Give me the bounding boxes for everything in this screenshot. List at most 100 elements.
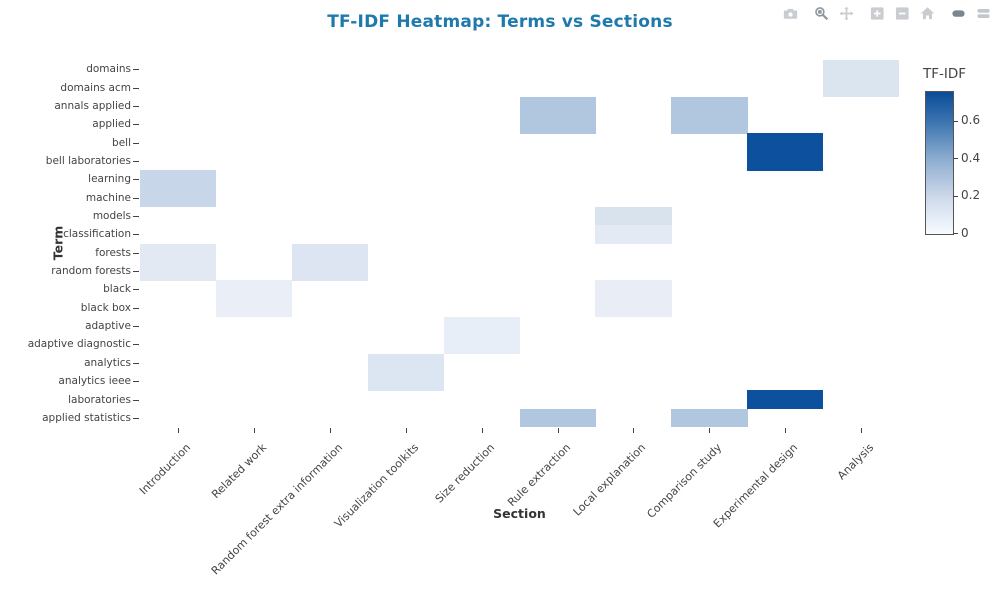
modebar-group — [781, 4, 799, 22]
y-tick-label: machine — [85, 191, 131, 204]
colorbar-tick-mark — [953, 195, 958, 197]
modebar-pan-button[interactable] — [837, 4, 855, 22]
x-tick-mark — [405, 428, 407, 433]
chart-title: TF-IDF Heatmap: Terms vs Sections — [327, 12, 673, 32]
heatmap-cell[interactable] — [595, 206, 672, 226]
y-tick-label: domains — [86, 63, 131, 76]
x-tick-mark — [633, 428, 635, 433]
y-tick-mark — [133, 69, 139, 71]
y-tick-mark — [133, 271, 139, 272]
heatmap-cell[interactable] — [671, 408, 748, 428]
modebar-group — [949, 4, 992, 22]
heatmap-cell[interactable] — [367, 371, 444, 391]
modebar-plotly-logo-mark-button[interactable] — [949, 4, 967, 22]
modebar-home-button[interactable] — [918, 4, 936, 22]
y-tick-mark — [133, 399, 139, 401]
y-tick-label: domains acm — [60, 81, 131, 94]
y-tick-label: adaptive — [85, 320, 131, 333]
colorbar-tick-mark — [953, 158, 958, 160]
heatmap-cell[interactable] — [671, 96, 748, 116]
heatmap-cell[interactable] — [215, 280, 293, 299]
y-tick-label: learning — [88, 173, 131, 186]
heatmap-cell[interactable] — [443, 316, 520, 336]
modebar — [768, 4, 992, 22]
y-tick-mark — [133, 362, 139, 364]
pan-icon — [838, 5, 854, 21]
colorbar-gradient — [925, 91, 954, 235]
camera-icon — [783, 8, 797, 19]
modebar-zoom-out-button[interactable] — [893, 4, 911, 22]
heatmap-cell[interactable] — [140, 188, 217, 208]
heatmap-cell[interactable] — [823, 60, 900, 79]
y-tick-mark — [133, 307, 139, 309]
heatmap-cell[interactable] — [519, 115, 596, 134]
heatmap-cell[interactable] — [291, 261, 369, 281]
colorbar-tick-mark — [953, 120, 958, 122]
colorbar-tick-label: 0 — [961, 225, 969, 240]
heatmap-cell[interactable] — [367, 353, 444, 373]
y-tick-label: black — [103, 283, 131, 296]
zoom-icon — [814, 6, 828, 20]
y-tick-label: analytics — [84, 356, 131, 369]
heatmap-cell[interactable] — [823, 78, 900, 98]
colorbar-tick-mark — [953, 233, 958, 234]
y-tick-mark — [133, 87, 139, 89]
y-tick-label: bell — [112, 136, 131, 149]
heatmap-cell[interactable] — [519, 96, 596, 116]
x-tick-mark — [253, 428, 255, 433]
y-tick-mark — [133, 417, 139, 419]
heatmap-cell[interactable] — [140, 261, 217, 281]
heatmap-cell[interactable] — [595, 298, 672, 318]
x-tick-mark — [481, 428, 483, 433]
heatmap-cell[interactable] — [671, 115, 748, 134]
heatmap-cell[interactable] — [140, 243, 217, 263]
modebar-group — [812, 4, 855, 22]
y-tick-mark — [133, 197, 139, 199]
y-tick-label: annals applied — [54, 99, 131, 112]
x-tick-mark — [177, 428, 179, 433]
y-tick-label: applied — [92, 118, 131, 131]
heatmap-cell[interactable] — [140, 170, 217, 189]
y-tick-mark — [133, 381, 139, 383]
heatmap-cell[interactable] — [595, 225, 672, 244]
heatmap-cell[interactable] — [443, 335, 520, 354]
y-tick-mark — [133, 326, 139, 328]
heatmap-cell[interactable] — [595, 280, 672, 299]
modebar-zoom-in-button[interactable] — [868, 4, 886, 22]
heatmap-cell[interactable] — [291, 243, 369, 263]
modebar-plotly-logo-bars-button[interactable] — [974, 4, 992, 22]
x-tick-mark — [785, 428, 787, 433]
y-tick-mark — [133, 105, 139, 107]
y-tick-label: random forests — [51, 265, 131, 277]
modebar-group — [868, 4, 936, 22]
y-tick-label: adaptive diagnostic — [27, 338, 131, 351]
x-tick-mark — [557, 428, 559, 433]
y-tick-mark — [133, 216, 139, 217]
zoom-out-icon — [895, 6, 909, 20]
y-tick-mark — [133, 252, 139, 254]
zoom-in-icon — [870, 6, 884, 20]
colorbar-tick-label: 0.6 — [961, 113, 981, 128]
y-tick-mark — [133, 179, 139, 181]
heatmap-cell[interactable] — [747, 151, 824, 171]
x-tick-mark — [329, 428, 331, 433]
heatmap-cell[interactable] — [519, 408, 596, 428]
y-tick-label: classification — [63, 228, 131, 241]
heatmap-plot-area[interactable] — [140, 60, 900, 428]
y-tick-label: applied statistics — [42, 411, 131, 424]
y-tick-label: analytics ieee — [58, 375, 131, 388]
colorbar-tick-label: 0.4 — [961, 150, 981, 165]
heatmap-cell[interactable] — [747, 390, 824, 410]
y-tick-mark — [133, 234, 139, 236]
x-tick-mark — [709, 428, 711, 433]
heatmap-cell[interactable] — [215, 298, 293, 318]
x-tick-mark — [861, 428, 863, 433]
y-tick-mark — [133, 289, 139, 291]
y-tick-mark — [133, 160, 139, 162]
y-tick-mark — [133, 142, 139, 144]
heatmap-cell[interactable] — [747, 133, 824, 153]
modebar-camera-button[interactable] — [781, 4, 799, 22]
x-axis-title: Section — [493, 506, 546, 521]
modebar-zoom-button[interactable] — [812, 4, 830, 22]
